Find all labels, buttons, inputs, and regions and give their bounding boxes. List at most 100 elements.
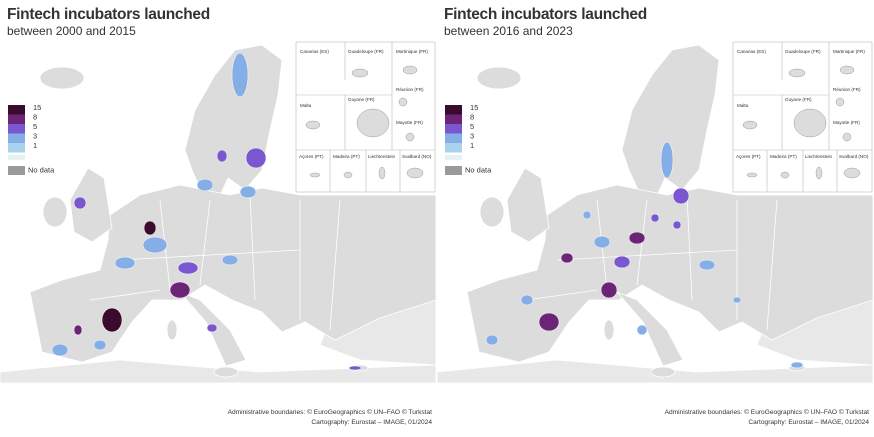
inset-shape <box>839 65 855 75</box>
inset-shape <box>406 167 424 179</box>
legend-label: 15 <box>33 103 41 112</box>
inset-shape <box>842 132 852 142</box>
legend-swatch <box>445 124 462 134</box>
legend-label: No data <box>28 165 55 174</box>
region <box>221 254 239 266</box>
inset-label: Martinique (FR) <box>396 49 428 54</box>
region <box>485 334 499 346</box>
region <box>142 236 168 254</box>
inset-shape <box>356 108 390 138</box>
region <box>239 185 257 199</box>
inset-label: Svalbard (NO) <box>402 154 432 159</box>
inset-shape <box>815 166 823 180</box>
inset-label: Malta <box>737 103 749 108</box>
credit: Cartography: Eurostat – IMAGE, 01/2024 <box>311 419 432 426</box>
region <box>732 296 742 304</box>
inset-shape <box>351 68 369 78</box>
region <box>538 312 560 332</box>
inset-shape <box>780 171 790 179</box>
map-subtitle: between 2016 and 2023 <box>444 24 573 38</box>
region <box>143 220 157 236</box>
legend-label: 1 <box>33 141 37 150</box>
legend-swatch <box>8 105 25 115</box>
region <box>216 149 228 163</box>
legend-label: 8 <box>33 112 37 121</box>
legend-label: 3 <box>33 131 37 140</box>
legend-swatch <box>8 155 25 160</box>
legend-swatch <box>8 166 25 175</box>
inset-label: Malta <box>300 103 312 108</box>
legend-swatch <box>445 143 462 153</box>
inset-label: Svalbard (NO) <box>839 154 869 159</box>
inset-shape <box>746 172 758 178</box>
legend-swatch <box>445 155 462 160</box>
inset-shape <box>788 68 806 78</box>
inset-label: Liechtenstein <box>805 154 833 159</box>
region <box>169 281 191 299</box>
region <box>672 220 682 230</box>
legend-label: 3 <box>470 131 474 140</box>
region <box>520 294 534 306</box>
inset-label: Guyane (FR) <box>348 97 375 102</box>
legend-label: 1 <box>470 141 474 150</box>
inset-label: Mayotte (FR) <box>833 120 860 125</box>
region <box>613 255 631 269</box>
inset-label: Réunion (FR) <box>396 87 424 92</box>
region <box>101 307 123 333</box>
region <box>51 343 69 357</box>
region <box>790 361 804 369</box>
inset-label: Canarias (ES) <box>737 49 766 54</box>
inset-label: Guadeloupe (FR) <box>785 49 821 54</box>
map-title: Fintech incubators launched <box>444 6 647 23</box>
legend-swatch <box>8 114 25 124</box>
region <box>600 281 618 299</box>
inset-shape <box>835 97 845 107</box>
inset-shape <box>343 171 353 179</box>
region <box>73 324 83 336</box>
inset-label: Madeira (PT) <box>770 154 797 159</box>
region <box>636 324 648 336</box>
map-subtitle: between 2000 and 2015 <box>7 24 136 38</box>
region <box>73 196 87 210</box>
legend-swatch <box>445 133 462 143</box>
inset-label: Canarias (ES) <box>300 49 329 54</box>
legend-label: No data <box>465 165 492 174</box>
inset-shape <box>305 120 321 130</box>
legend-swatch <box>8 143 25 153</box>
region <box>177 261 199 275</box>
inset-label: Liechtenstein <box>368 154 396 159</box>
region <box>650 213 660 223</box>
inset-shape <box>398 97 408 107</box>
legend-swatch <box>445 166 462 175</box>
region <box>245 147 267 169</box>
inset-shape <box>742 120 758 130</box>
legend-label: 5 <box>470 122 474 131</box>
credit: Administrative boundaries: © EuroGeograp… <box>665 408 870 416</box>
inset-shape <box>402 65 418 75</box>
region <box>582 210 592 220</box>
credit: Cartography: Eurostat – IMAGE, 01/2024 <box>748 419 869 426</box>
region <box>660 141 674 179</box>
inset-label: Açores (PT) <box>736 154 761 159</box>
inset-shape <box>378 166 386 180</box>
region <box>560 252 574 264</box>
inset-label: Mayotte (FR) <box>396 120 423 125</box>
map-title: Fintech incubators launched <box>7 6 210 23</box>
inset-label: Réunion (FR) <box>833 87 861 92</box>
region <box>206 323 218 333</box>
region <box>348 365 362 371</box>
legend-swatch <box>8 133 25 143</box>
inset-label: Açores (PT) <box>299 154 324 159</box>
region <box>698 259 716 271</box>
region <box>672 187 690 205</box>
region <box>93 339 107 351</box>
region <box>593 235 611 249</box>
panel: Canarias (ES) Guadeloupe (FR) Martinique (… <box>436 6 874 426</box>
panel: Canarias (ES) Guadeloupe (FR) Martinique (… <box>0 6 437 426</box>
legend-label: 8 <box>470 112 474 121</box>
region <box>114 256 136 270</box>
inset-shape <box>405 132 415 142</box>
region <box>196 178 214 192</box>
credit: Administrative boundaries: © EuroGeograp… <box>228 408 433 416</box>
